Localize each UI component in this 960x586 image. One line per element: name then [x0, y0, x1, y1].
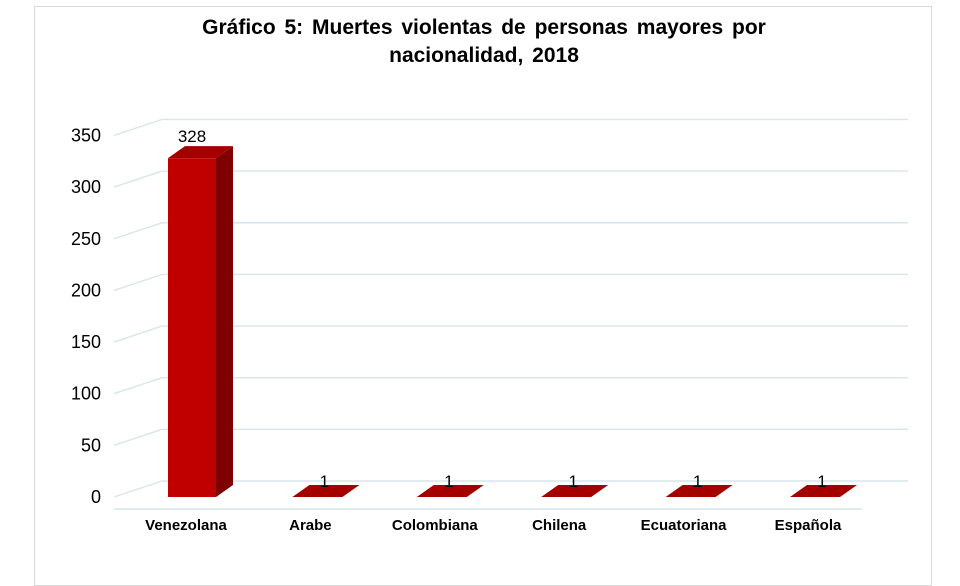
gridline-diagonal [113, 273, 163, 292]
y-tick-label: 0 [91, 487, 101, 507]
x-category-label: Arabe [289, 517, 332, 534]
x-category-label: Venezolana [145, 517, 227, 534]
floor-side-line [113, 480, 163, 498]
gridline-diagonal [113, 170, 163, 188]
x-category-label: Ecuatoriana [641, 517, 728, 534]
bar-slab [292, 485, 360, 497]
bar-top [168, 146, 233, 159]
y-tick-label: 200 [71, 280, 101, 300]
bar-side [216, 146, 233, 497]
x-axis: Venezolana Arabe Colombiana Chilena Ecuatori… [145, 517, 842, 534]
bar-front [168, 158, 216, 497]
y-tick-label: 150 [71, 332, 101, 352]
y-tick-label: 350 [71, 125, 101, 145]
data-label: 1 [320, 472, 329, 491]
gridlines [113, 118, 908, 510]
y-tick-label: 100 [71, 384, 101, 404]
gridline-diagonal [113, 222, 163, 240]
gridline-diagonal [113, 377, 163, 395]
data-label: 1 [817, 472, 826, 491]
gridline-diagonal [113, 325, 163, 343]
x-category-label: Española [775, 517, 842, 534]
gridline-diagonal [113, 118, 163, 137]
bar-slab [665, 485, 733, 497]
y-tick-label: 300 [71, 177, 101, 197]
y-tick-label: 250 [71, 229, 101, 249]
y-tick-label: 50 [81, 435, 101, 455]
data-label: 1 [444, 472, 453, 491]
bars [168, 146, 857, 497]
bar-slab [541, 485, 609, 497]
y-axis: 0 50 100 150 200 250 300 350 [71, 125, 101, 507]
bar-slab [416, 485, 484, 497]
bar-slab [790, 485, 857, 497]
gridline-diagonal [113, 428, 163, 447]
data-label: 1 [693, 472, 702, 491]
chart-title-line1: Gráfico 5: Muertes violentas de personas… [202, 16, 766, 39]
chart-title: Gráfico 5: Muertes violentas de personas… [0, 14, 960, 70]
chart-plot-area: 0 50 100 150 200 250 300 350 Venezolana Arabe Col… [71, 118, 908, 534]
data-label: 328 [178, 127, 206, 146]
data-labels: 328 1 1 1 1 1 [178, 127, 827, 491]
chart-title-line2: nacionalidad, 2018 [389, 44, 579, 67]
x-category-label: Chilena [532, 517, 587, 534]
data-label: 1 [568, 472, 577, 491]
x-category-label: Colombiana [392, 517, 478, 534]
